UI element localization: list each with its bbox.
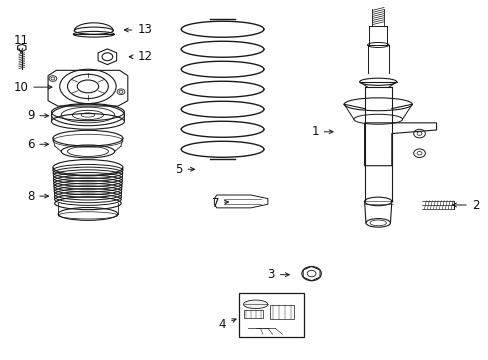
Text: 2: 2 [452,198,478,212]
Text: 7: 7 [211,197,228,210]
Text: 4: 4 [219,318,236,331]
Text: 1: 1 [311,125,332,138]
Text: 11: 11 [13,34,28,53]
Text: 5: 5 [175,163,194,176]
Text: 6: 6 [27,138,48,151]
Text: 8: 8 [27,190,48,203]
Ellipse shape [243,300,267,309]
Text: 12: 12 [129,50,152,63]
Bar [270,305,293,319]
Text: 9: 9 [27,109,48,122]
Text: 13: 13 [124,23,152,36]
Bar [243,310,263,318]
Text: 3: 3 [267,268,289,281]
Bar [238,293,304,337]
Text: 10: 10 [13,81,52,94]
